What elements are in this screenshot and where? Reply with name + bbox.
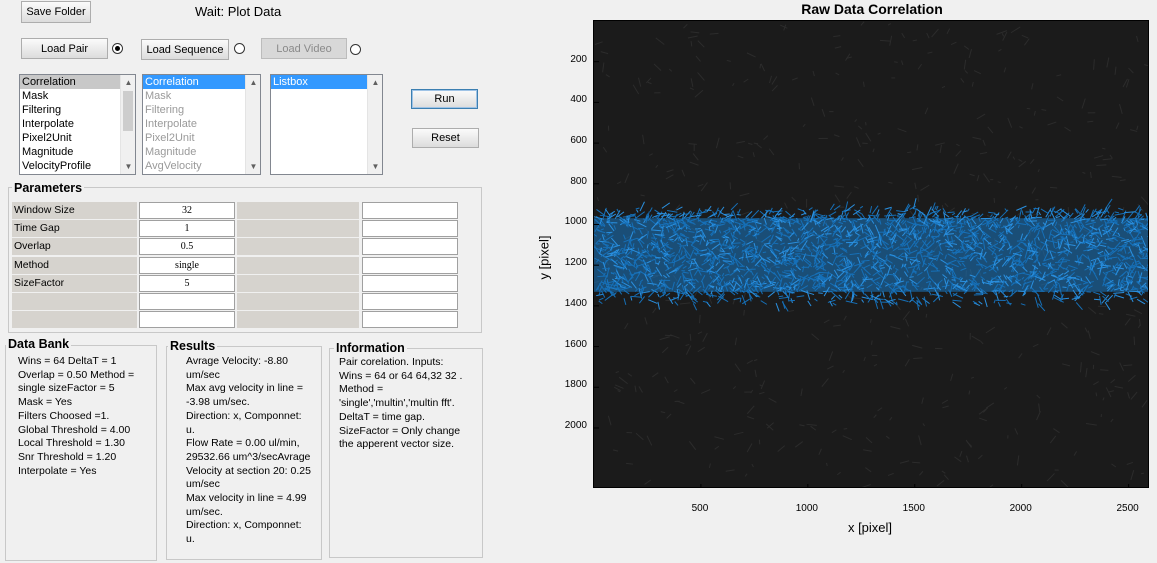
list-item[interactable]: Correlation [143, 75, 260, 89]
param-value-field[interactable]: 0.5 [139, 238, 235, 256]
chart-xlabel: x [pixel] [847, 520, 893, 535]
list-item[interactable]: Mask [145, 90, 172, 102]
param-name [12, 311, 137, 329]
y-tick-label: 1200 [564, 257, 587, 269]
list-item[interactable]: Magnitude [22, 146, 74, 158]
param-name [237, 256, 359, 274]
param-name [12, 293, 137, 310]
information-title: Information [334, 341, 407, 355]
y-tick-label: 800 [570, 175, 587, 187]
list-item[interactable]: Interpolate [22, 118, 74, 130]
list-item[interactable]: Filtering [22, 104, 62, 116]
param-name [237, 293, 359, 310]
load-pair-radio[interactable] [112, 43, 123, 54]
chart-ylabel: y [pixel] [536, 235, 552, 280]
parameters-panel [8, 187, 482, 333]
load-sequence-button[interactable]: Load Sequence [141, 39, 229, 60]
param-name [237, 238, 359, 256]
chosen-scrollbar[interactable]: ▲ ▼ [245, 75, 260, 174]
run-button[interactable]: Run [411, 89, 478, 109]
chart-plot-area[interactable] [593, 20, 1149, 488]
operations-listbox[interactable]: Correlation Mask Filtering Interpolate Pixel… [19, 74, 136, 175]
scroll-up-icon[interactable]: ▲ [124, 78, 133, 87]
chart-title: Raw Data Correlation [801, 1, 943, 17]
y-tick-label: 1600 [564, 338, 587, 350]
parameters-title: Parameters [12, 181, 85, 195]
load-pair-button[interactable]: Load Pair [21, 38, 108, 59]
list-item[interactable]: Filtering [145, 104, 185, 116]
chosen-listbox[interactable]: Correlation Mask Filtering Interpolate Pixel… [142, 74, 261, 175]
list-item[interactable]: Interpolate [145, 118, 197, 130]
param-name [237, 220, 359, 238]
param-value-field[interactable]: 1 [139, 220, 235, 238]
load-sequence-radio[interactable] [234, 43, 245, 54]
y-tick-label: 400 [570, 94, 587, 106]
third-scrollbar[interactable]: ▲ ▼ [367, 75, 382, 174]
param-name: SizeFactor [12, 274, 137, 292]
param-value-field[interactable]: 5 [139, 274, 235, 292]
scroll-down-icon[interactable]: ▼ [371, 162, 380, 171]
databank-panel [5, 345, 157, 561]
param-name: Overlap [12, 238, 137, 256]
param-name: Time Gap [12, 220, 137, 238]
list-item[interactable]: Magnitude [145, 146, 197, 158]
y-tick-label: 200 [570, 53, 587, 65]
information-text: Pair corelation. Inputs: Wins = 64 or 64… [339, 356, 463, 451]
list-item[interactable]: Pixel2Unit [22, 132, 72, 144]
param-value-field[interactable]: single [139, 256, 235, 274]
load-video-button[interactable]: Load Video [261, 38, 347, 59]
param-value-field[interactable] [362, 293, 458, 310]
param-value-field[interactable] [139, 311, 235, 329]
x-tick-label: 1000 [795, 503, 818, 514]
load-video-radio[interactable] [350, 44, 361, 55]
scroll-up-icon[interactable]: ▲ [371, 78, 380, 87]
x-tick-label: 2000 [1009, 503, 1032, 514]
x-tick-label: 2500 [1116, 503, 1139, 514]
databank-title: Data Bank [6, 337, 72, 351]
scroll-up-icon[interactable]: ▲ [249, 78, 258, 87]
param-value-field[interactable] [362, 311, 458, 329]
param-value-field[interactable] [362, 256, 458, 274]
list-item[interactable]: VelocityProfile [22, 160, 92, 172]
y-tick-label: 1000 [564, 216, 587, 228]
param-value-field[interactable] [362, 238, 458, 256]
operations-scrollbar[interactable]: ▲ ▼ [120, 75, 135, 174]
y-tick-label: 1800 [564, 379, 587, 391]
status-text: Wait: Plot Data [195, 4, 282, 19]
param-name [237, 274, 359, 292]
scroll-down-icon[interactable]: ▼ [124, 162, 133, 171]
x-tick-label: 1500 [902, 503, 925, 514]
param-value-field[interactable] [362, 202, 458, 219]
param-name [237, 202, 359, 219]
third-listbox[interactable]: Listbox ▲ ▼ [270, 74, 383, 175]
list-item[interactable]: Listbox [271, 75, 382, 89]
param-value-field[interactable] [139, 293, 235, 310]
param-value-field[interactable] [362, 220, 458, 238]
y-tick-label: 2000 [564, 419, 587, 431]
y-tick-label: 1400 [564, 297, 587, 309]
y-tick-label: 600 [570, 135, 587, 147]
list-item[interactable]: Correlation [20, 75, 135, 89]
param-value-field[interactable] [362, 274, 458, 292]
param-name [237, 311, 359, 329]
results-panel [166, 346, 322, 560]
list-item[interactable]: Mask [22, 90, 49, 102]
list-item[interactable]: Pixel2Unit [145, 132, 195, 144]
save-folder-button[interactable]: Save Folder [21, 1, 91, 23]
scroll-down-icon[interactable]: ▼ [249, 162, 258, 171]
param-value-field[interactable]: 32 [139, 202, 235, 219]
results-text: Avrage Velocity: -8.80 um/sec Max avg ve… [186, 355, 311, 546]
x-tick-label: 500 [691, 503, 709, 514]
results-title: Results [168, 339, 218, 353]
databank-text: Wins = 64 DeltaT = 1 Overlap = 0.50 Meth… [18, 355, 135, 477]
param-name: Method [12, 256, 137, 274]
reset-button[interactable]: Reset [412, 128, 479, 148]
list-item[interactable]: AvgVelocity [145, 160, 202, 172]
param-name: Window Size [12, 202, 137, 219]
